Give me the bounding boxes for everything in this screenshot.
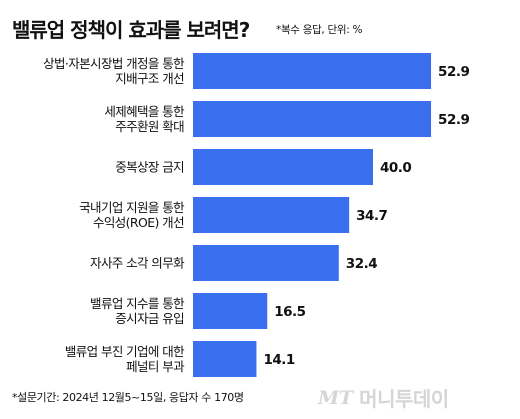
category-label-line: 밸류업 지수를 통한 bbox=[90, 296, 185, 311]
category-label-line: 상법·자본시장법 개정을 통한 bbox=[43, 56, 185, 71]
bar-5 bbox=[193, 293, 268, 329]
category-label-line: 세제혜택을 통한 bbox=[104, 104, 185, 119]
chart-subtitle: *복수 응답, 단위: % bbox=[276, 24, 363, 36]
category-label-4: 자사주 소각 의무화 bbox=[90, 256, 185, 271]
value-label-6: 14.1 bbox=[263, 352, 294, 368]
category-label-line: 주주환원 확대 bbox=[115, 119, 184, 134]
watermark-text: 머니투데이 bbox=[359, 387, 449, 411]
category-label-line: 지배구조 개선 bbox=[115, 71, 184, 86]
bar-1 bbox=[193, 101, 432, 137]
category-label-line: 밸류업 부진 기업에 대한 bbox=[65, 344, 185, 359]
category-label-6: 밸류업 부진 기업에 대한 페널티 부과 bbox=[65, 344, 185, 374]
category-label-line: 페널티 부과 bbox=[126, 359, 185, 374]
watermark-mark: MT bbox=[318, 386, 354, 409]
bar-chart: 52.9 상법·자본시장법 개정을 통한 지배구조 개선 52.9 세제혜택을 통한 주주… bbox=[43, 53, 470, 377]
category-label-line: 중복상장 금지 bbox=[115, 160, 184, 175]
category-label-3: 국내기업 지원을 통한 수익성(ROE) 개선 bbox=[79, 200, 185, 230]
bar-6 bbox=[193, 341, 257, 377]
category-label-5: 밸류업 지수를 통한 증시자금 유입 bbox=[90, 296, 185, 326]
category-label-0: 상법·자본시장법 개정을 통한 지배구조 개선 bbox=[43, 56, 185, 86]
category-label-line: 수익성(ROE) 개선 bbox=[93, 215, 184, 230]
bar-0 bbox=[193, 53, 432, 89]
bar-2 bbox=[193, 149, 373, 185]
category-label-line: 증시자금 유입 bbox=[115, 311, 184, 326]
value-label-1: 52.9 bbox=[438, 112, 469, 128]
value-label-3: 34.7 bbox=[356, 208, 387, 224]
value-label-4: 32.4 bbox=[346, 256, 377, 272]
value-label-5: 16.5 bbox=[274, 304, 305, 320]
value-label-0: 52.9 bbox=[438, 64, 469, 80]
category-label-line: 국내기업 지원을 통한 bbox=[79, 200, 185, 215]
category-label-1: 세제혜택을 통한 주주환원 확대 bbox=[104, 104, 185, 134]
bar-3 bbox=[193, 197, 350, 233]
footnote: *설문기간: 2024년 12월5~15일, 응답자 수 170명 bbox=[12, 391, 244, 404]
bar-4 bbox=[193, 245, 339, 281]
value-label-2: 40.0 bbox=[380, 160, 411, 176]
category-label-2: 중복상장 금지 bbox=[115, 160, 184, 175]
watermark-logo: MT 머니투데이 bbox=[318, 383, 449, 412]
chart-title: 밸류업 정책이 효과를 보려면? bbox=[12, 18, 250, 42]
category-label-line: 자사주 소각 의무화 bbox=[90, 256, 185, 271]
